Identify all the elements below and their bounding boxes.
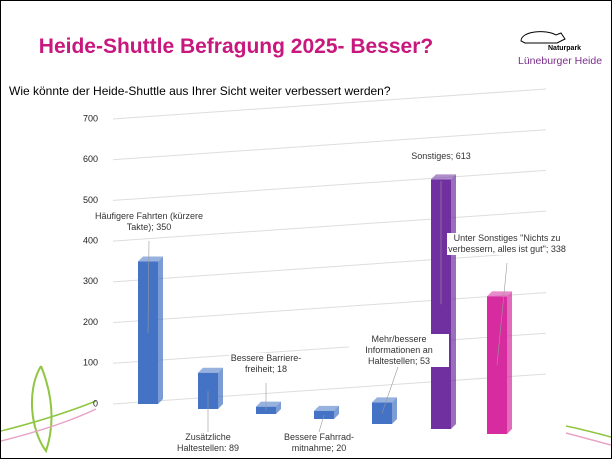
bar: [372, 397, 397, 424]
data-label: Bessere Fahrrad-mitnahme; 20: [279, 432, 359, 454]
y-tick-label: 300: [83, 276, 98, 286]
chart: 0 100 200 300 400 500 600 700: [1, 1, 611, 458]
y-tick-label: 100: [83, 358, 98, 368]
grid-line: [113, 170, 546, 200]
bar: [487, 291, 512, 434]
grid-line: [113, 333, 546, 363]
bar: [431, 174, 456, 429]
y-tick-label: 0: [93, 398, 98, 408]
logo-text: Lüneburger Heide: [518, 55, 602, 67]
data-label: Mehr/bessere Informationen an Haltestell…: [349, 334, 449, 367]
chart-title: Wie könnte der Heide-Shuttle aus Ihrer S…: [9, 84, 391, 98]
logo-text: Naturpark: [548, 45, 581, 52]
y-tick-label: 600: [83, 154, 98, 164]
bar: [256, 402, 281, 414]
y-tick-label: 400: [83, 236, 98, 246]
data-label: Sonstiges; 613: [401, 151, 481, 162]
data-label: Bessere Barriere-freiheit; 18: [229, 353, 304, 375]
logo-icon: [521, 32, 565, 43]
slide-title: Heide-Shuttle Befragung 2025- Besser?: [1, 35, 471, 59]
y-tick-label: 500: [83, 195, 98, 205]
bar: [138, 257, 163, 405]
grid-line: [113, 252, 546, 282]
decor: [1, 409, 96, 441]
bar: [198, 368, 223, 409]
grid-line: [113, 293, 546, 323]
data-label: Zusätzliche Haltestellen: 89: [168, 432, 248, 454]
bar: [314, 406, 339, 419]
y-tick-label: 200: [83, 317, 98, 327]
grid-line: [113, 374, 546, 404]
decor: [32, 366, 52, 451]
data-label: Häufigere Fahrten (kürzere Takte); 350: [94, 211, 204, 233]
y-tick-label: 700: [83, 113, 98, 123]
slide: 0 100 200 300 400 500 600 700 Heide-Shuttle Bef…: [0, 0, 612, 459]
grid-line: [113, 130, 546, 160]
data-label: Unter Sonstiges "Nichts zu verbessern, a…: [447, 233, 567, 255]
